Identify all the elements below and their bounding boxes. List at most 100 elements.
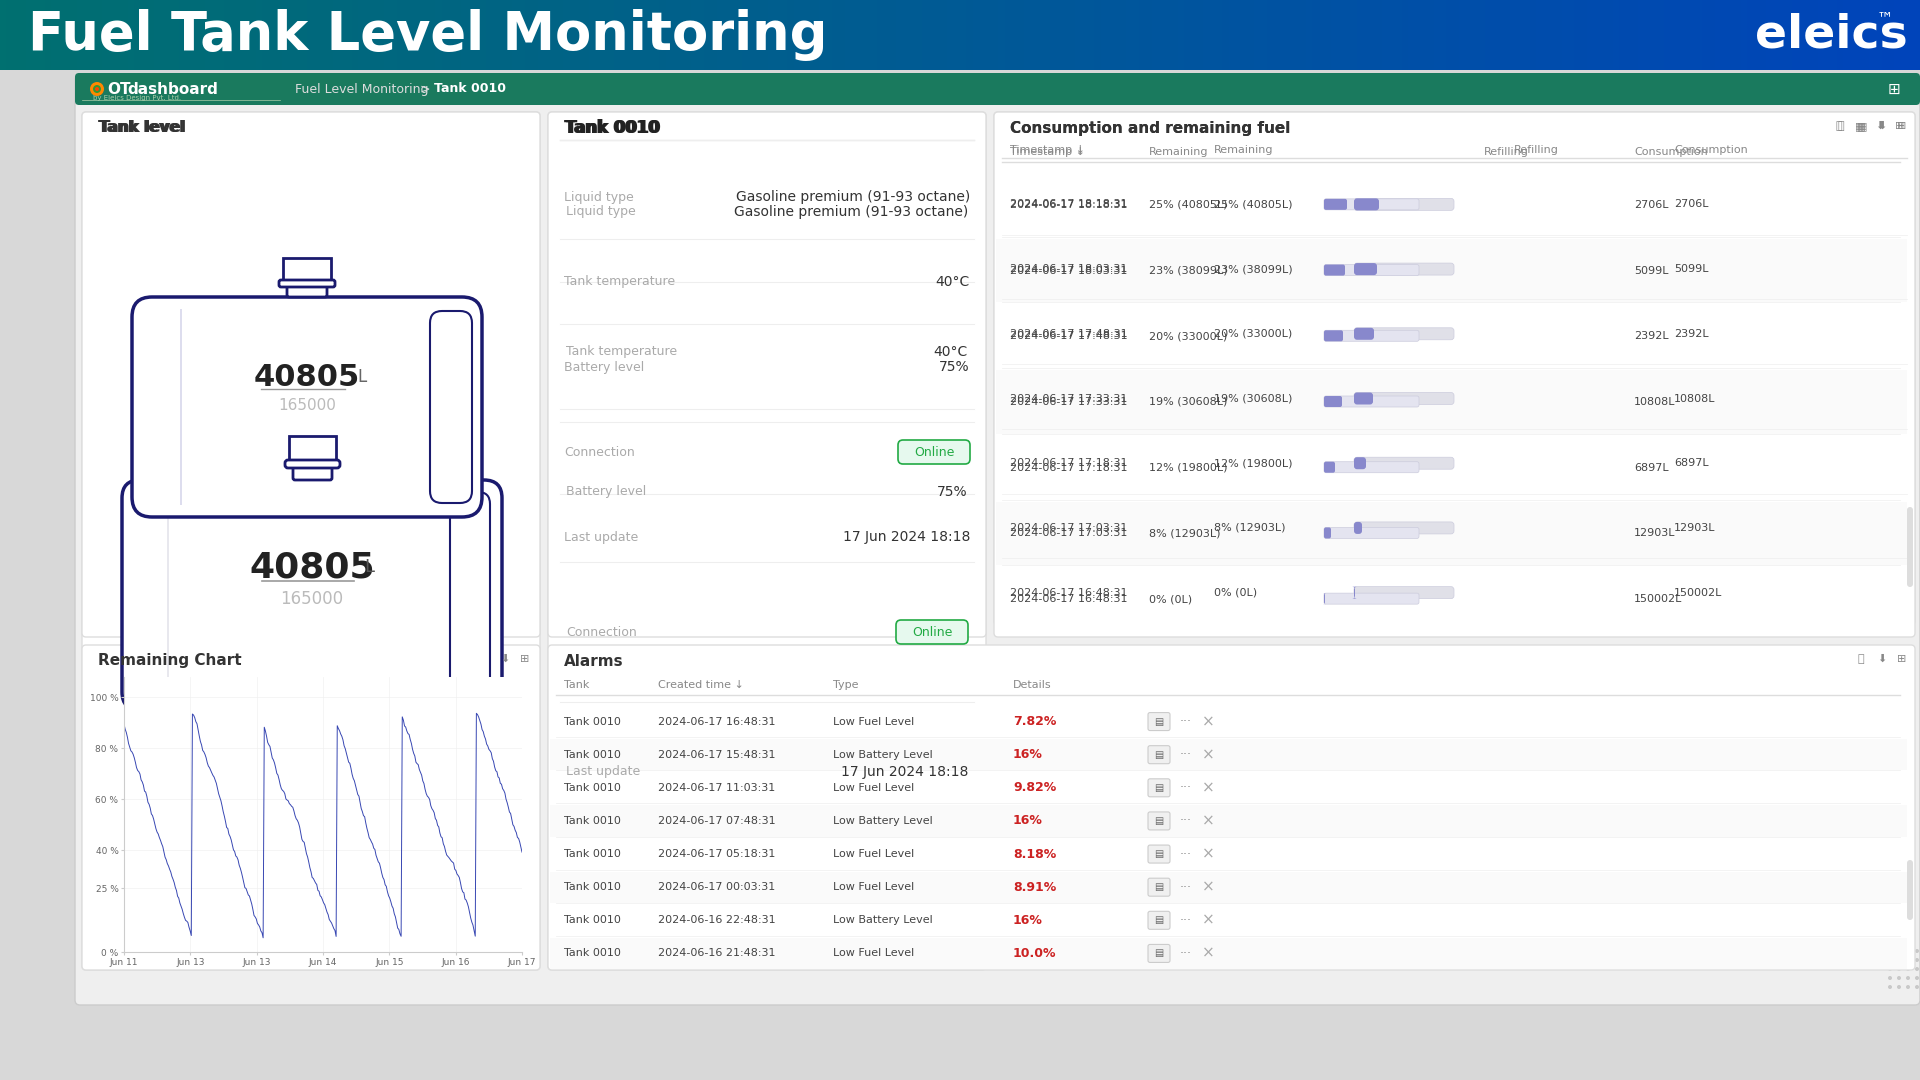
Bar xyxy=(1626,0,1634,70)
Bar xyxy=(1498,0,1505,70)
Circle shape xyxy=(1887,976,1891,980)
Bar xyxy=(858,0,866,70)
Bar xyxy=(1862,0,1870,70)
Text: ▤: ▤ xyxy=(1154,815,1164,826)
Bar xyxy=(1081,0,1089,70)
FancyBboxPatch shape xyxy=(123,480,501,710)
Text: Last update: Last update xyxy=(566,766,639,779)
Bar xyxy=(985,0,993,70)
FancyBboxPatch shape xyxy=(1354,328,1375,340)
Text: ×: × xyxy=(1202,880,1215,894)
Bar xyxy=(1421,0,1428,70)
Text: 2024-06-17 17:33:31: 2024-06-17 17:33:31 xyxy=(1010,397,1127,407)
Text: ▤: ▤ xyxy=(1154,849,1164,859)
Text: 2024-06-17 18:03:31: 2024-06-17 18:03:31 xyxy=(1010,266,1127,275)
Bar xyxy=(1319,0,1327,70)
Bar xyxy=(83,0,90,70)
Text: ⊞: ⊞ xyxy=(1897,654,1907,664)
Text: 16%: 16% xyxy=(1014,814,1043,827)
Bar xyxy=(263,0,271,70)
FancyBboxPatch shape xyxy=(1354,392,1373,405)
Circle shape xyxy=(1907,985,1910,989)
Bar xyxy=(691,0,699,70)
Bar xyxy=(403,0,411,70)
Bar xyxy=(1523,0,1530,70)
Bar xyxy=(384,0,392,70)
Text: 7.82%: 7.82% xyxy=(1014,715,1056,728)
Bar xyxy=(826,0,833,70)
FancyBboxPatch shape xyxy=(1148,912,1169,929)
Bar xyxy=(1152,0,1160,70)
FancyBboxPatch shape xyxy=(1148,878,1169,896)
Text: 6897L: 6897L xyxy=(1634,462,1668,473)
Bar xyxy=(697,0,705,70)
Bar xyxy=(19,0,27,70)
FancyBboxPatch shape xyxy=(83,112,540,970)
Bar xyxy=(255,0,263,70)
FancyBboxPatch shape xyxy=(1325,199,1419,210)
Bar xyxy=(1369,0,1377,70)
Bar xyxy=(705,0,712,70)
Bar xyxy=(1786,0,1793,70)
Bar xyxy=(1574,0,1582,70)
Text: OT: OT xyxy=(108,81,131,96)
Bar xyxy=(1876,0,1884,70)
Text: 16%: 16% xyxy=(1014,914,1043,927)
Bar xyxy=(601,0,609,70)
Bar xyxy=(179,0,186,70)
Bar xyxy=(365,0,372,70)
Bar xyxy=(1300,0,1308,70)
Text: ⊞: ⊞ xyxy=(520,654,530,664)
Bar xyxy=(1753,0,1761,70)
Bar xyxy=(812,0,820,70)
Bar xyxy=(595,0,603,70)
Bar xyxy=(493,0,501,70)
Bar xyxy=(735,0,743,70)
FancyBboxPatch shape xyxy=(1148,745,1169,764)
Bar xyxy=(647,0,655,70)
FancyBboxPatch shape xyxy=(1354,264,1377,275)
Bar xyxy=(167,0,175,70)
Bar xyxy=(996,567,1907,631)
Bar xyxy=(1709,0,1716,70)
FancyBboxPatch shape xyxy=(1325,396,1419,407)
Text: Low Battery Level: Low Battery Level xyxy=(833,815,933,826)
Bar xyxy=(1031,0,1039,70)
Bar xyxy=(820,0,828,70)
Text: 25% (40805L): 25% (40805L) xyxy=(1148,200,1227,210)
Bar xyxy=(1657,0,1665,70)
Text: Consumption and remaining fuel: Consumption and remaining fuel xyxy=(1010,121,1290,135)
Text: ···: ··· xyxy=(1181,947,1192,960)
Text: ▦: ▦ xyxy=(1855,121,1866,131)
Bar xyxy=(1446,0,1453,70)
Bar xyxy=(294,0,301,70)
Text: Alarms: Alarms xyxy=(564,653,624,669)
Bar xyxy=(1139,0,1146,70)
Circle shape xyxy=(1914,967,1918,971)
Bar xyxy=(549,739,1907,770)
Bar xyxy=(1607,0,1615,70)
Bar xyxy=(666,0,674,70)
Bar xyxy=(1204,0,1212,70)
Text: Consumption: Consumption xyxy=(1674,145,1747,156)
Bar xyxy=(1549,0,1557,70)
Bar xyxy=(275,0,282,70)
Text: 0% (0L): 0% (0L) xyxy=(1213,588,1258,597)
Text: Online: Online xyxy=(914,445,954,459)
FancyBboxPatch shape xyxy=(1325,527,1331,539)
Text: ▦: ▦ xyxy=(1857,121,1868,131)
Bar xyxy=(787,0,795,70)
Text: Refilling: Refilling xyxy=(1515,145,1559,156)
Bar xyxy=(532,0,540,70)
Bar xyxy=(1484,0,1492,70)
Bar xyxy=(1133,0,1140,70)
FancyBboxPatch shape xyxy=(547,112,987,637)
FancyBboxPatch shape xyxy=(1907,860,1912,920)
Text: 20% (33000L): 20% (33000L) xyxy=(1148,332,1227,341)
Bar xyxy=(1542,0,1549,70)
Bar xyxy=(1766,0,1774,70)
Bar xyxy=(1811,0,1818,70)
Text: Tank 0010: Tank 0010 xyxy=(564,119,659,137)
Bar xyxy=(38,0,46,70)
Bar xyxy=(1780,0,1788,70)
